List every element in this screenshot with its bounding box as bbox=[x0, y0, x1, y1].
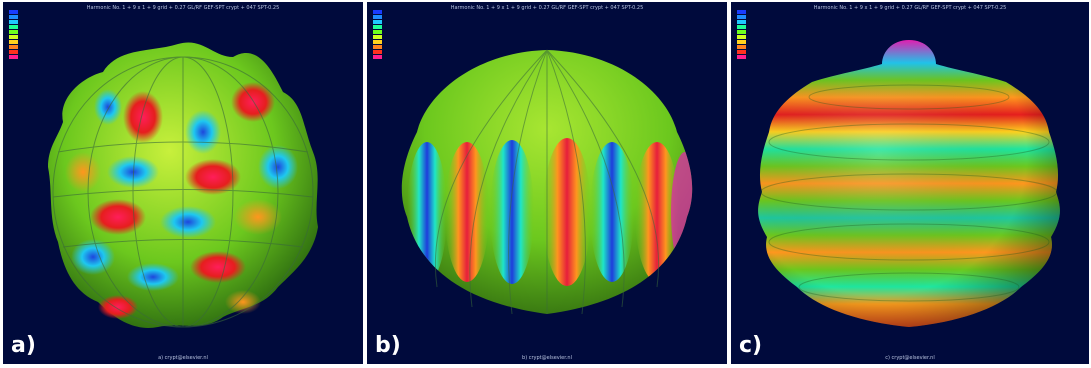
harmonic-shape-c bbox=[758, 40, 1060, 327]
panel-footer: b) crypt@elsevier.nl bbox=[522, 355, 572, 361]
color-legend bbox=[737, 10, 746, 60]
panel-label: a) bbox=[11, 333, 36, 358]
color-legend bbox=[373, 10, 382, 60]
panel-header: Harmonic No. 1 + 9 x 1 + 9 grid + 0.27 G… bbox=[86, 5, 280, 11]
panel-footer: c) crypt@elsevier.nl bbox=[885, 355, 935, 361]
harmonic-shape-a bbox=[48, 42, 318, 328]
harmonic-shape-b bbox=[401, 49, 693, 315]
panel-label: c) bbox=[739, 333, 763, 358]
color-legend bbox=[9, 10, 18, 60]
panel-header: Harmonic No. 1 + 9 x 1 + 9 grid + 0.27 G… bbox=[813, 5, 1007, 11]
panel-b: Harmonic No. 1 + 9 x 1 + 9 grid + 0.27 G… bbox=[367, 2, 727, 364]
panel-footer: a) crypt@elsevier.nl bbox=[158, 355, 208, 361]
panel-label: b) bbox=[375, 333, 401, 358]
panel-header: Harmonic No. 1 + 9 x 1 + 9 grid + 0.27 G… bbox=[450, 5, 644, 11]
panel-a: Harmonic No. 1 + 9 x 1 + 9 grid + 0.27 G… bbox=[3, 2, 363, 364]
panel-c: Harmonic No. 1 + 9 x 1 + 9 grid + 0.27 G… bbox=[731, 2, 1089, 364]
